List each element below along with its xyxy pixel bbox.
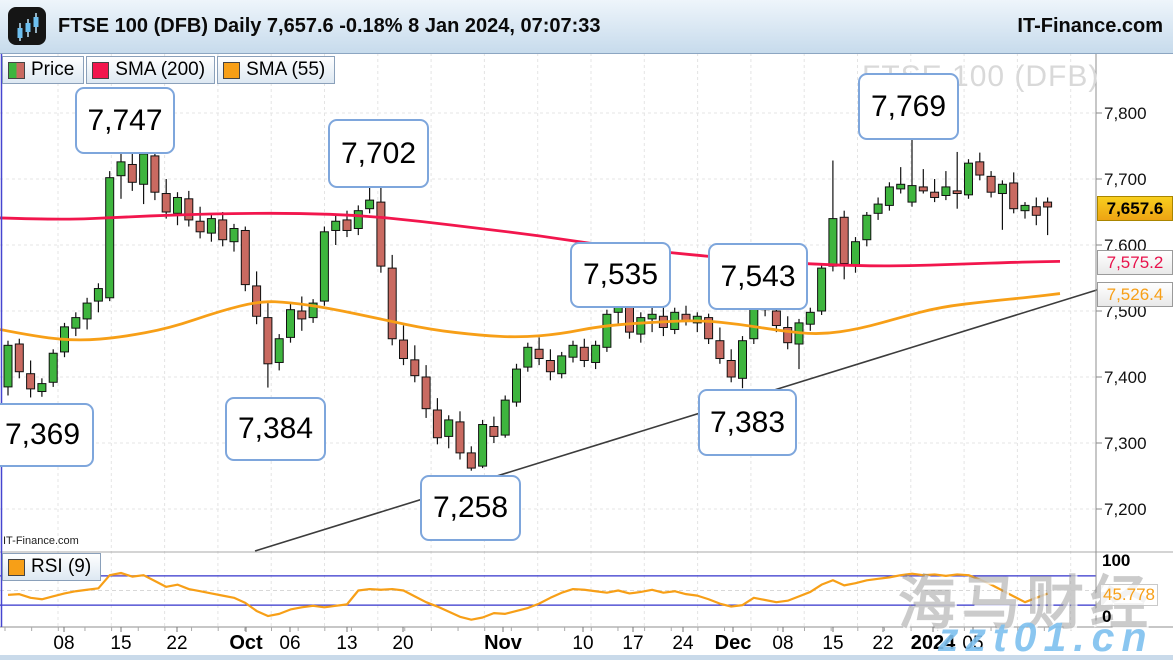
price-annotation: 7,535: [570, 242, 671, 308]
svg-text:7,400: 7,400: [1104, 368, 1147, 387]
svg-text:7,800: 7,800: [1104, 104, 1147, 123]
chart-title: FTSE 100 (DFB) Daily 7,657.6 -0.18% 8 Ja…: [58, 15, 601, 37]
legend-sma55[interactable]: SMA (55): [217, 56, 336, 84]
svg-text:Nov: Nov: [484, 632, 523, 654]
svg-text:15: 15: [110, 633, 131, 654]
sma55-price-badge: 7,526.4: [1097, 282, 1173, 307]
main-legend: Price SMA (200) SMA (55): [2, 56, 336, 84]
sma200-price-badge: 7,575.2: [1097, 250, 1173, 275]
rsi-legend: RSI (9): [2, 553, 102, 581]
sma55-chip-icon: [223, 61, 241, 79]
sma200-chip-icon: [92, 61, 110, 79]
price-annotation: 7,369: [0, 403, 94, 467]
svg-text:06: 06: [279, 633, 300, 654]
last-price-badge: 7,657.6: [1097, 196, 1173, 221]
rsi-scale-top: 100: [1102, 551, 1131, 570]
svg-text:7,700: 7,700: [1104, 170, 1147, 189]
svg-text:Dec: Dec: [715, 632, 752, 654]
candlestick-logo-icon[interactable]: [8, 7, 46, 45]
price-annotation: 7,543: [708, 243, 808, 310]
svg-text:2024: 2024: [911, 632, 956, 654]
price-annotation: 7,747: [75, 87, 175, 154]
brand-link[interactable]: IT-Finance.com: [1017, 15, 1163, 37]
price-chip-icon: [8, 61, 25, 79]
rsi-scale-bottom: 0: [1102, 607, 1112, 626]
svg-text:7,200: 7,200: [1104, 500, 1147, 519]
svg-text:05: 05: [962, 633, 983, 654]
price-annotation: 7,258: [420, 475, 521, 541]
price-annotation: 7,702: [328, 119, 429, 188]
svg-text:15: 15: [822, 633, 843, 654]
legend-price[interactable]: Price: [2, 56, 85, 84]
svg-text:08: 08: [772, 633, 793, 654]
rsi-value-badge: 45.778: [1100, 584, 1158, 606]
legend-rsi-label: RSI (9): [31, 556, 92, 577]
legend-price-label: Price: [31, 59, 75, 80]
svg-text:10: 10: [572, 633, 593, 654]
site-credit-text: IT-Finance.com: [3, 535, 79, 547]
svg-text:24: 24: [672, 633, 694, 654]
legend-sma200[interactable]: SMA (200): [86, 56, 216, 84]
svg-text:08: 08: [53, 633, 74, 654]
svg-text:Oct: Oct: [229, 632, 263, 654]
legend-sma200-label: SMA (200): [115, 59, 206, 80]
price-annotation: 7,384: [225, 397, 326, 461]
svg-text:22: 22: [166, 633, 187, 654]
legend-sma55-label: SMA (55): [246, 59, 326, 80]
svg-text:7,300: 7,300: [1104, 434, 1147, 453]
svg-text:13: 13: [336, 633, 357, 654]
svg-text:17: 17: [622, 633, 643, 654]
header-bar: FTSE 100 (DFB) Daily 7,657.6 -0.18% 8 Ja…: [0, 0, 1173, 54]
site-watermark: zzt01.cn: [938, 614, 1154, 660]
rsi-chip-icon: [8, 558, 25, 576]
price-annotation: 7,769: [858, 73, 959, 140]
svg-text:20: 20: [392, 633, 413, 654]
price-annotation: 7,383: [698, 389, 797, 456]
svg-text:22: 22: [872, 633, 893, 654]
legend-rsi-box[interactable]: RSI (9): [2, 553, 102, 581]
